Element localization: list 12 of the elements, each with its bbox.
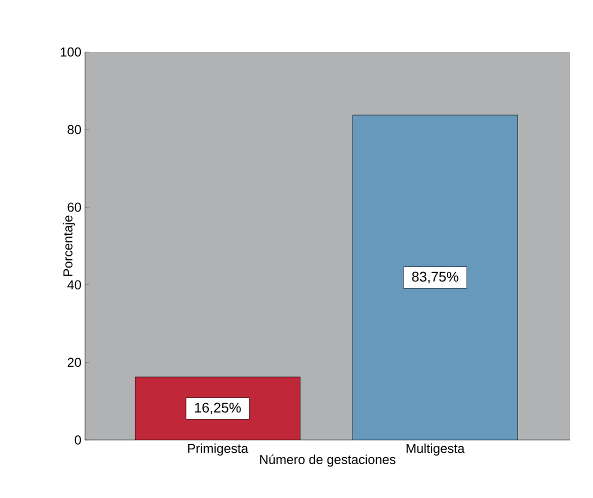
y-tick-label: 60	[68, 202, 81, 212]
data-label: 16,25%	[195, 402, 241, 414]
x-tick-label: Multigesta	[406, 444, 465, 456]
y-tick-label: 0	[74, 435, 81, 445]
y-tick-label: 80	[68, 125, 81, 134]
y-tick-label: 100	[60, 47, 81, 57]
data-label: 83,75%	[412, 272, 458, 284]
y-tick-label: 40	[67, 280, 81, 290]
y-axis-title: Porcentaje	[62, 216, 76, 276]
y-tick-label: 20	[68, 358, 81, 367]
x-axis-title: Número de gestaciones	[260, 454, 396, 467]
x-tick-label: Primigesta	[188, 444, 248, 456]
